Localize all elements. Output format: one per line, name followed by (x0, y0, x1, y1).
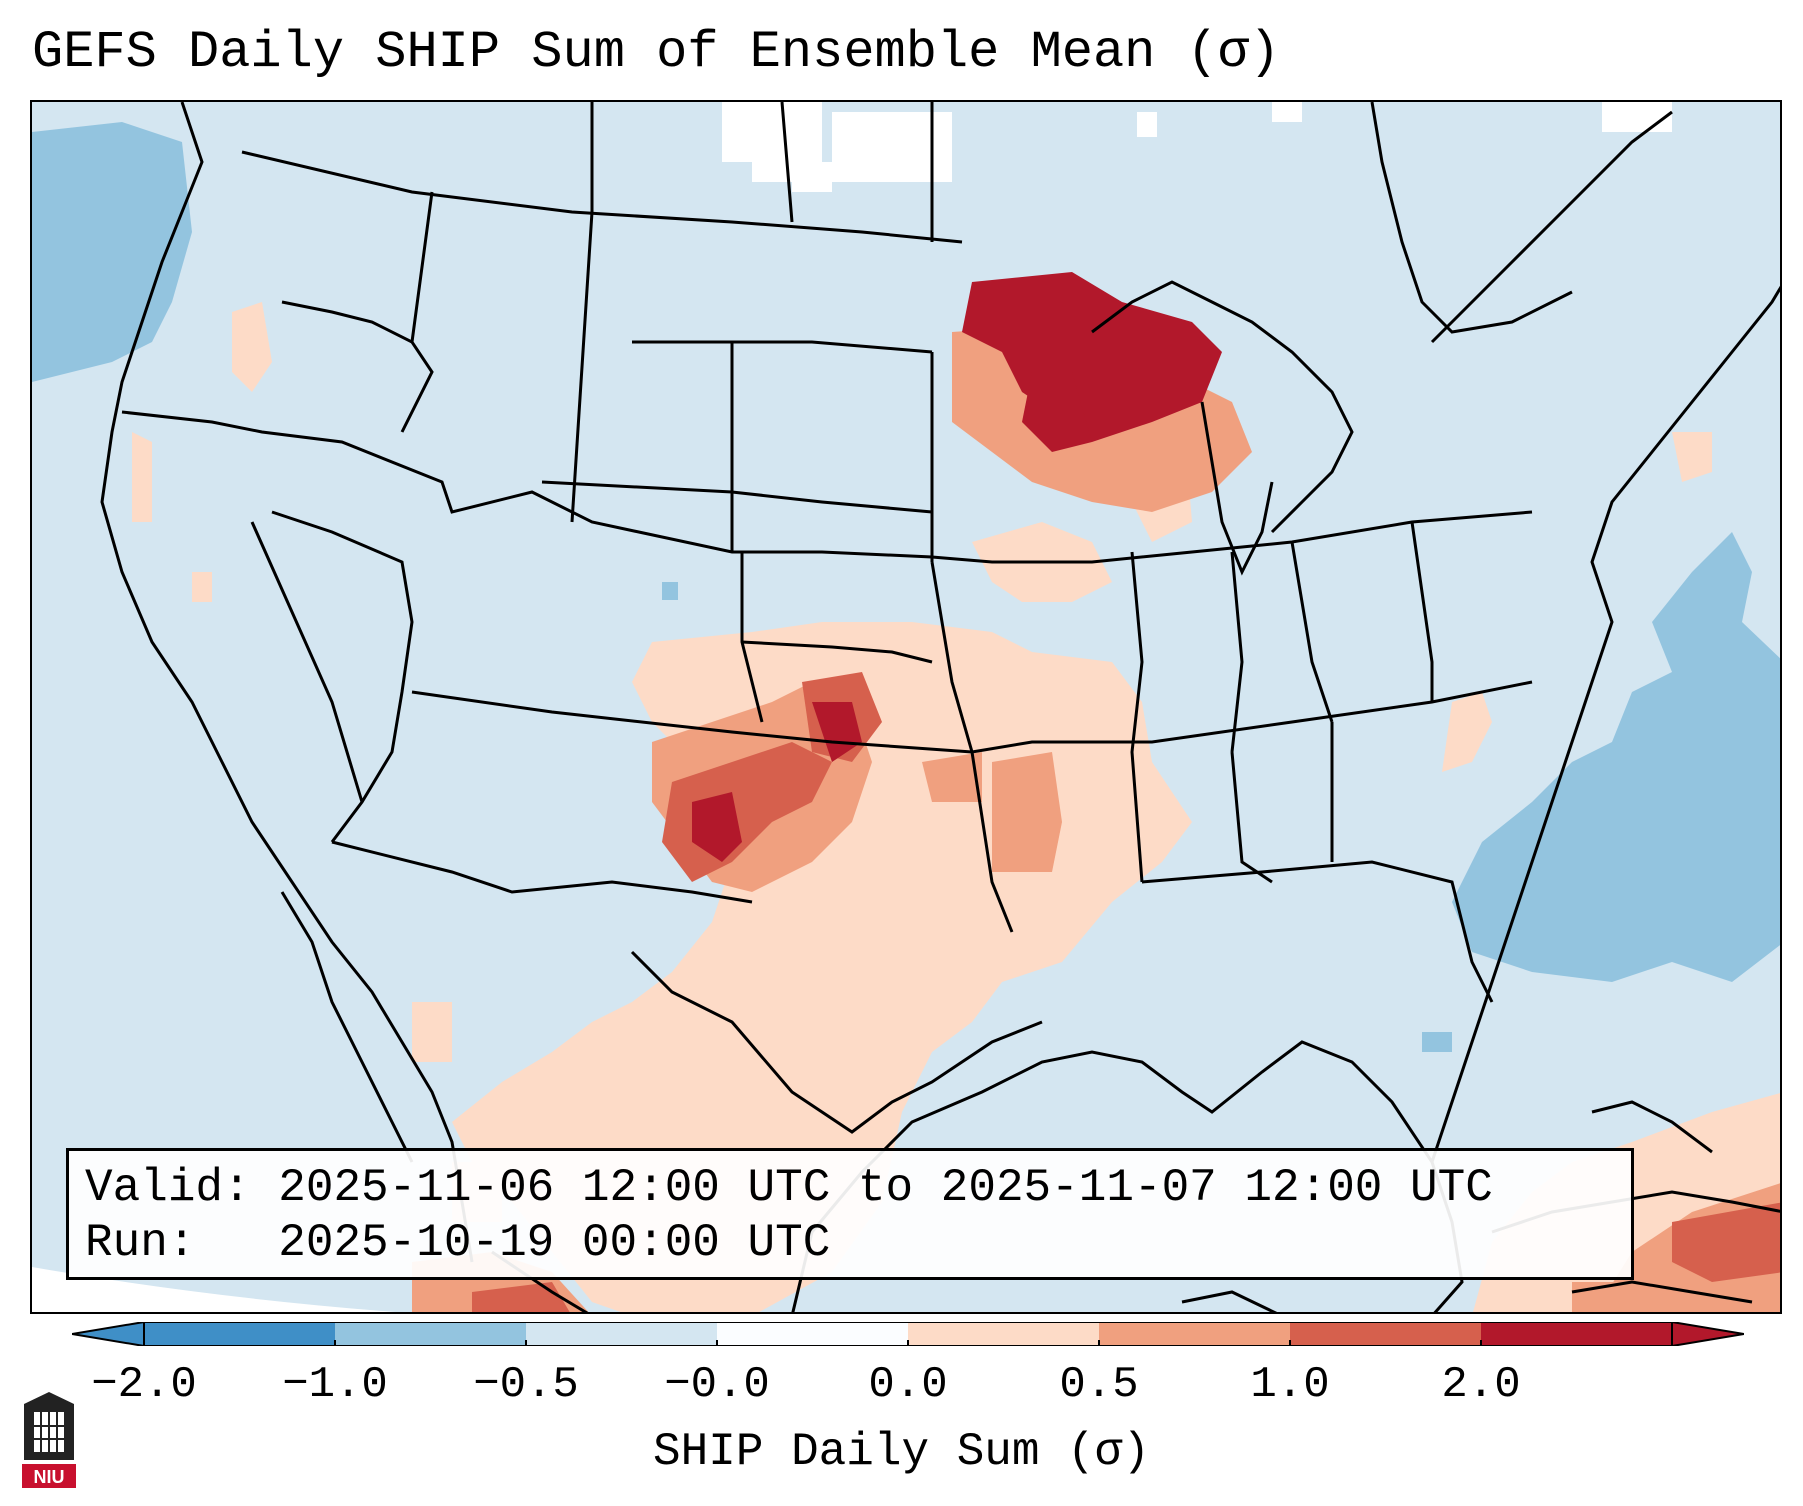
colorbar-segment (1481, 1322, 1673, 1346)
colorbar-tick-label: 2.0 (1441, 1360, 1521, 1410)
colorbar-tick-label: 1.0 (1250, 1360, 1330, 1410)
colorbar-extend-low (72, 1322, 144, 1346)
near-zero-patches (722, 102, 1672, 192)
negative-anomaly-regions (32, 122, 1780, 1130)
positive-anomaly-very-strong-regions (692, 272, 1222, 862)
colorbar-label: SHIP Daily Sum (σ) (653, 1426, 1150, 1478)
colorbar-segment (717, 1322, 909, 1346)
colorbar-segment (144, 1322, 336, 1346)
map-canvas (32, 102, 1780, 1312)
colorbar-tick-label: −1.0 (282, 1360, 388, 1410)
colorbar-tick-label: 0.0 (868, 1360, 948, 1410)
valid-time-text: Valid: 2025-11-06 12:00 UTC to 2025-11-0… (85, 1162, 1493, 1214)
map-title: GEFS Daily SHIP Sum of Ensemble Mean (σ) (32, 23, 1281, 82)
colorbar-tick-label: −2.0 (91, 1360, 197, 1410)
coastlines (100, 102, 1780, 1312)
colorbar-tick-label: 0.5 (1059, 1360, 1139, 1410)
projection-edge (32, 1267, 396, 1312)
colorbar-segment (1099, 1322, 1291, 1346)
map-panel (30, 100, 1782, 1314)
colorbar-segment (335, 1322, 527, 1346)
colorbar-segment (1290, 1322, 1482, 1346)
colorbar-segment (908, 1322, 1100, 1346)
run-time-text: Run: 2025-10-19 00:00 UTC (85, 1217, 831, 1269)
colorbar-segments (72, 1322, 1744, 1346)
colorbar-extend-high (1672, 1322, 1744, 1346)
colorbar-tick-label: −0.5 (473, 1360, 579, 1410)
colorbar-extend-low-outline (72, 1322, 145, 1346)
colorbar-segment (526, 1322, 718, 1346)
valid-run-info-box: Valid: 2025-11-06 12:00 UTC to 2025-11-0… (66, 1148, 1634, 1280)
logo-text: NIU (34, 1467, 65, 1487)
colorbar-tick-label: −0.0 (664, 1360, 770, 1410)
colorbar-extend-high-outline (1671, 1322, 1744, 1346)
state-boundaries (121, 102, 1533, 1134)
colorbar (72, 1322, 1744, 1346)
university-logo-icon: NIU (22, 1392, 76, 1488)
